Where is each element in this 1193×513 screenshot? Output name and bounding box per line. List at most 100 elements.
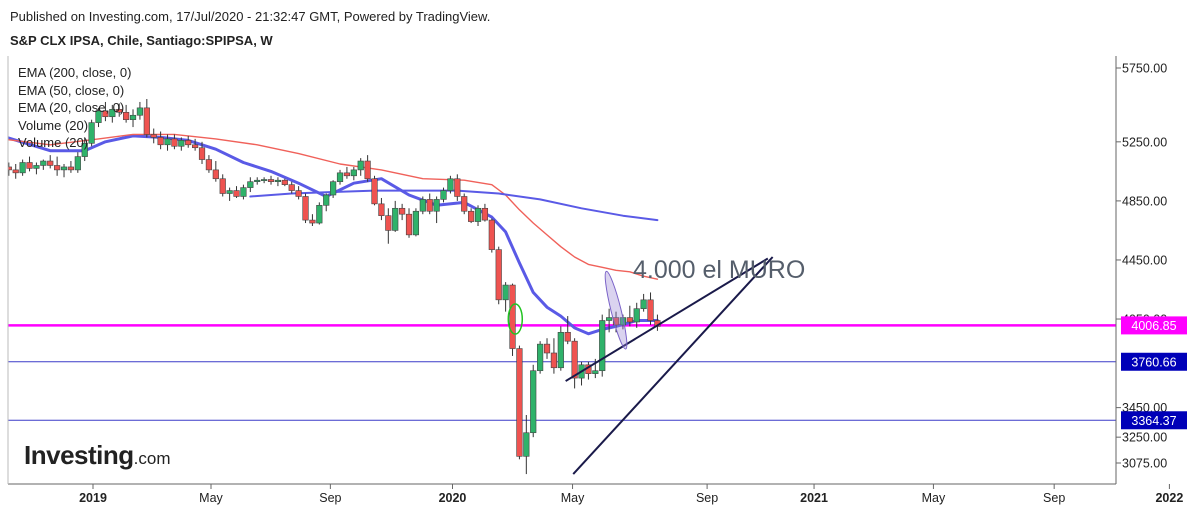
- candle-body[interactable]: [599, 320, 606, 372]
- candle-body[interactable]: [468, 210, 475, 222]
- candle-body[interactable]: [74, 156, 81, 171]
- candle-body[interactable]: [261, 179, 268, 181]
- candle-body[interactable]: [364, 160, 371, 180]
- candle-body[interactable]: [405, 213, 413, 236]
- candle-body[interactable]: [537, 343, 544, 372]
- candle-body[interactable]: [454, 178, 461, 197]
- candle-body[interactable]: [171, 138, 178, 147]
- candle-body[interactable]: [343, 172, 351, 177]
- candle-body[interactable]: [543, 343, 551, 354]
- annotation-text[interactable]: 4.000 el MURO: [633, 256, 805, 284]
- candle-body[interactable]: [26, 162, 33, 169]
- candle-body[interactable]: [198, 147, 206, 160]
- candle-body[interactable]: [440, 190, 447, 200]
- candle-body[interactable]: [212, 169, 219, 180]
- candle-body[interactable]: [557, 332, 564, 369]
- candle-body[interactable]: [157, 137, 164, 146]
- candle-body[interactable]: [488, 219, 495, 250]
- candle-body[interactable]: [185, 140, 192, 146]
- candle-body[interactable]: [323, 194, 330, 206]
- candle-body[interactable]: [302, 196, 309, 221]
- candle-body[interactable]: [530, 370, 537, 434]
- candle-body[interactable]: [47, 160, 54, 166]
- candle-body[interactable]: [150, 134, 157, 138]
- candle-body[interactable]: [192, 144, 199, 149]
- candle-body[interactable]: [633, 308, 640, 323]
- candle-body[interactable]: [95, 110, 102, 123]
- candle-body[interactable]: [509, 284, 516, 349]
- candle-body[interactable]: [0, 161, 5, 167]
- candle-body[interactable]: [350, 169, 357, 177]
- candle-body[interactable]: [571, 340, 578, 379]
- candle-body[interactable]: [81, 143, 88, 157]
- candle-body[interactable]: [316, 205, 323, 224]
- candle-body[interactable]: [281, 179, 288, 185]
- candle-body[interactable]: [550, 352, 558, 369]
- candle-body[interactable]: [109, 109, 116, 118]
- candle-body[interactable]: [6, 166, 12, 171]
- candle-body[interactable]: [178, 140, 185, 147]
- candle-body[interactable]: [233, 190, 240, 197]
- candle-body[interactable]: [378, 203, 385, 216]
- candle-body[interactable]: [495, 249, 502, 301]
- candle-body[interactable]: [12, 169, 19, 174]
- candle-body[interactable]: [164, 138, 171, 146]
- candle-body[interactable]: [330, 181, 337, 196]
- candle-body[interactable]: [502, 284, 509, 301]
- candle-body[interactable]: [481, 207, 489, 221]
- candle-body[interactable]: [564, 332, 571, 342]
- candle-body[interactable]: [60, 166, 68, 171]
- candle-body[interactable]: [123, 111, 130, 120]
- candle-body[interactable]: [309, 219, 316, 224]
- ema-line-1[interactable]: [2, 134, 659, 336]
- candle-body[interactable]: [357, 160, 364, 171]
- candle-body[interactable]: [226, 190, 233, 194]
- candle-body[interactable]: [606, 317, 613, 321]
- ema-line-3[interactable]: [249, 189, 659, 222]
- candle-body[interactable]: [626, 317, 633, 323]
- candle-body[interactable]: [295, 190, 302, 197]
- candle-body[interactable]: [88, 122, 95, 144]
- candle-body[interactable]: [129, 114, 137, 120]
- candle-body[interactable]: [267, 179, 275, 183]
- legend-ema-200[interactable]: EMA (200, close, 0): [18, 65, 132, 80]
- candle-body[interactable]: [274, 179, 282, 183]
- candle-body[interactable]: [474, 207, 482, 222]
- candle-body[interactable]: [219, 178, 226, 194]
- ema-line-2[interactable]: [2, 133, 659, 280]
- candle-body[interactable]: [433, 199, 440, 212]
- green-circle-marker[interactable]: [507, 303, 524, 335]
- candle-body[interactable]: [33, 165, 40, 169]
- legend-ema-20[interactable]: EMA (20, close, 0): [18, 100, 125, 115]
- candle-body[interactable]: [54, 165, 61, 171]
- candle-body[interactable]: [399, 207, 406, 215]
- candle-body[interactable]: [592, 370, 599, 374]
- candle-body[interactable]: [412, 210, 420, 236]
- legend-ema-50[interactable]: EMA (50, close, 0): [18, 82, 125, 98]
- candle-body[interactable]: [19, 162, 26, 174]
- candle-body[interactable]: [136, 107, 144, 116]
- candle-body[interactable]: [67, 166, 75, 171]
- candle-body[interactable]: [516, 348, 523, 457]
- candle-body[interactable]: [288, 184, 295, 191]
- candle-body[interactable]: [40, 160, 47, 166]
- candle-body[interactable]: [385, 215, 392, 231]
- legend-volume-1[interactable]: Volume (20): [18, 117, 89, 133]
- candle-body[interactable]: [336, 172, 344, 183]
- candle-body[interactable]: [116, 109, 123, 113]
- candle-body[interactable]: [143, 107, 150, 135]
- candle-body[interactable]: [647, 299, 654, 321]
- candle-body[interactable]: [426, 199, 433, 212]
- legend-volume-2[interactable]: Volume (20): [18, 135, 89, 150]
- candle-body[interactable]: [640, 299, 647, 309]
- candle-body[interactable]: [240, 187, 247, 197]
- candle-body[interactable]: [371, 178, 378, 205]
- candle-body[interactable]: [523, 432, 530, 457]
- candle-body[interactable]: [205, 159, 213, 171]
- candle-body[interactable]: [419, 199, 426, 212]
- candle-body[interactable]: [461, 196, 468, 212]
- candle-body[interactable]: [102, 110, 109, 118]
- candle-body[interactable]: [254, 179, 261, 183]
- candle-body[interactable]: [247, 181, 254, 188]
